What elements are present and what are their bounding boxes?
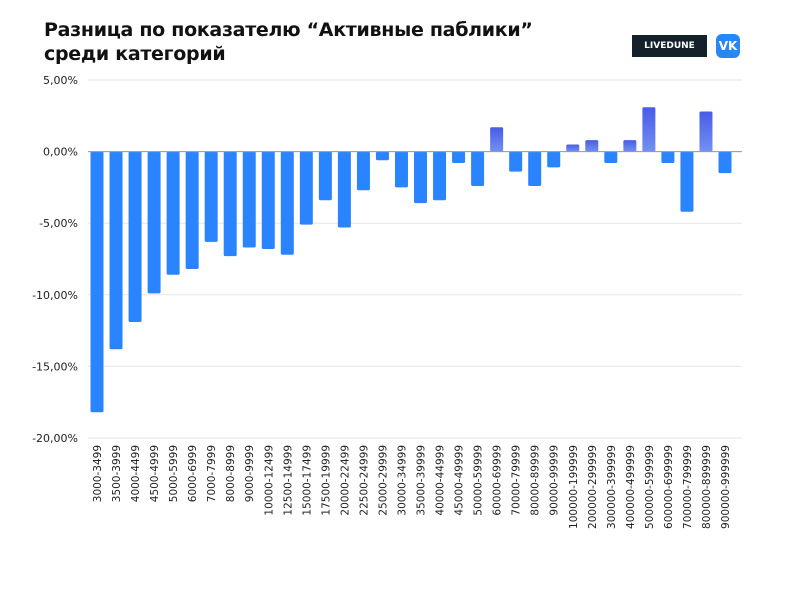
y-tick-label: -20,00% [32, 432, 78, 445]
x-tick-label: 15000-17499 [301, 445, 313, 516]
title-line-1: Разница по показателю “Активные паблики” [44, 19, 533, 41]
bar-4500-4999 [147, 151, 161, 294]
x-tick-label: 80000-89999 [530, 445, 542, 516]
bar-90000-99999 [547, 151, 561, 168]
bar-30000-34999 [394, 151, 408, 188]
bar-8000-8999 [223, 151, 237, 257]
bar-80000-89999 [528, 151, 542, 186]
x-tick-label: 35000-39999 [416, 445, 428, 516]
x-tick-label: 6000-6999 [187, 445, 199, 502]
bar-35000-39999 [414, 151, 428, 204]
x-tick-label: 700000-799999 [682, 445, 694, 529]
x-tick-label: 90000-99999 [549, 445, 561, 516]
y-tick-label: 5,00% [43, 74, 78, 87]
x-tick-label: 9000-9999 [244, 445, 256, 502]
bar-4000-4499 [128, 151, 142, 323]
x-tick-label: 40000-44999 [435, 445, 447, 516]
x-tick-label: 8000-8999 [225, 445, 237, 502]
x-tick-label: 22500-24999 [358, 445, 370, 516]
x-tick-label: 500000-599999 [644, 445, 656, 529]
bar-800000-899999 [699, 111, 713, 152]
bar-3500-3999 [109, 151, 123, 350]
bar-100000-199999 [566, 144, 580, 152]
chart-title: Разница по показателю “Активные паблики”… [44, 18, 604, 66]
bar-10000-12499 [261, 151, 275, 249]
x-tick-label: 30000-34999 [396, 445, 408, 516]
bar-400000-499999 [623, 140, 637, 152]
bar-200000-299999 [585, 140, 599, 152]
x-tick-label: 800000-899999 [701, 445, 713, 529]
x-tick-label: 10000-12499 [263, 445, 275, 516]
x-tick-label: 900000-999999 [720, 445, 732, 529]
bar-12500-14999 [280, 151, 294, 255]
bar-45000-49999 [452, 151, 466, 164]
bar-900000-999999 [718, 151, 732, 174]
bar-17500-19999 [318, 151, 332, 201]
vk-logo-icon: VK [716, 34, 740, 58]
x-tick-label: 20000-22499 [339, 445, 351, 516]
bar-5000-5999 [166, 151, 180, 275]
bar-3000-3499 [90, 151, 104, 413]
x-tick-label: 12500-14999 [282, 445, 294, 516]
bar-700000-799999 [680, 151, 694, 212]
x-tick-label: 50000-59999 [473, 445, 485, 516]
x-tick-label: 70000-79999 [511, 445, 523, 516]
x-tick-label: 25000-29999 [377, 445, 389, 516]
bar-600000-699999 [661, 151, 675, 164]
x-tick-label: 7000-7999 [206, 445, 218, 502]
bar-40000-44999 [433, 151, 447, 201]
bar-7000-7999 [204, 151, 218, 242]
bar-50000-59999 [471, 151, 485, 186]
bar-500000-599999 [642, 107, 656, 152]
x-tick-label: 4500-4999 [149, 445, 161, 502]
y-tick-label: -5,00% [39, 217, 78, 230]
bar-6000-6999 [185, 151, 199, 270]
x-tick-label: 400000-499999 [625, 445, 637, 529]
bar-25000-29999 [375, 151, 389, 161]
x-tick-label: 3500-3999 [111, 445, 123, 502]
bar-20000-22499 [337, 151, 351, 228]
x-tick-label: 100000-199999 [568, 445, 580, 529]
x-tick-label: 600000-699999 [663, 445, 675, 529]
bar-15000-17499 [299, 151, 313, 225]
x-tick-label: 4000-4499 [130, 445, 142, 502]
bar-70000-79999 [509, 151, 523, 172]
x-tick-label: 3000-3499 [92, 445, 104, 502]
livedune-logo: LIVEDUNE [632, 35, 707, 57]
bar-22500-24999 [356, 151, 370, 191]
x-tick-label: 200000-299999 [587, 445, 599, 529]
y-tick-label: -15,00% [32, 360, 78, 373]
x-tick-label: 5000-5999 [168, 445, 180, 502]
bar-300000-399999 [604, 151, 618, 164]
bar-9000-9999 [242, 151, 256, 248]
y-tick-label: -10,00% [32, 289, 78, 302]
x-tick-label: 45000-49999 [454, 445, 466, 516]
x-tick-label: 60000-69999 [492, 445, 504, 516]
bar-60000-69999 [490, 127, 504, 152]
title-line-2: среди категорий [44, 43, 226, 65]
x-tick-label: 300000-399999 [606, 445, 618, 529]
x-tick-label: 17500-19999 [320, 445, 332, 516]
y-tick-label: 0,00% [43, 146, 78, 159]
